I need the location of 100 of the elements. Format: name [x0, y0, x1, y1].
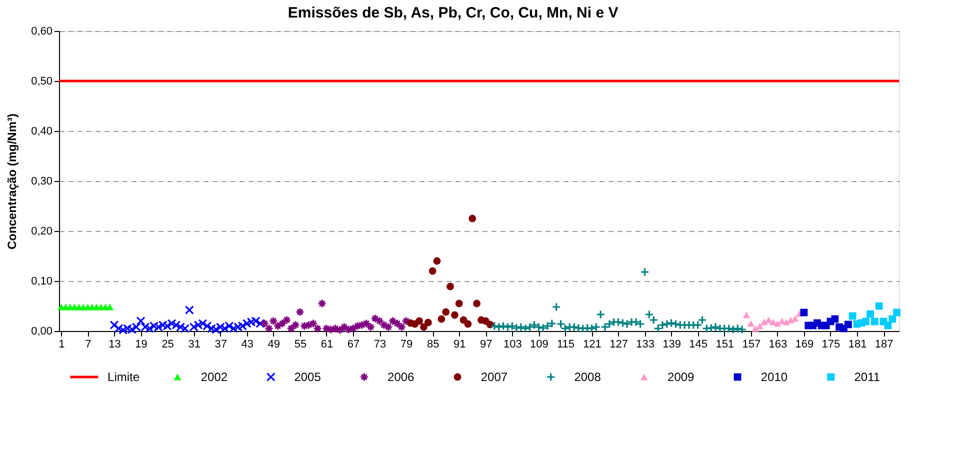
- point: [202, 321, 212, 331]
- point: [433, 257, 441, 265]
- x-tick-label: 163: [768, 338, 788, 350]
- legend-label: 2011: [854, 370, 880, 384]
- point: [278, 318, 287, 328]
- x-tick-label: 169: [795, 338, 814, 350]
- point: [870, 318, 878, 326]
- point: [420, 323, 428, 331]
- point: [888, 315, 896, 323]
- y-tick-label: 0,00: [31, 326, 52, 338]
- point: [220, 324, 230, 334]
- point: [229, 324, 238, 334]
- point: [273, 321, 282, 331]
- point: [592, 322, 601, 332]
- point: [286, 324, 296, 334]
- point: [468, 214, 476, 222]
- point: [884, 322, 892, 330]
- point: [862, 318, 870, 326]
- x-tick-label: 109: [530, 338, 548, 350]
- x-tick-label: 151: [716, 338, 734, 350]
- point: [348, 324, 358, 334]
- point: [194, 320, 203, 330]
- x-tick-label: 97: [480, 338, 492, 350]
- point: [866, 310, 874, 318]
- point: [123, 324, 132, 334]
- x-tick-label: 157: [742, 338, 761, 350]
- x-tick-label: 31: [188, 338, 200, 350]
- point: [450, 311, 458, 319]
- point: [747, 320, 755, 327]
- point: [596, 310, 606, 320]
- point: [322, 324, 331, 334]
- point: [600, 322, 610, 332]
- x-tick-label: 85: [426, 338, 440, 350]
- point: [438, 315, 446, 323]
- x-tick-label: 121: [583, 338, 602, 350]
- point: [260, 318, 270, 328]
- point: [662, 319, 672, 329]
- point: [848, 312, 856, 320]
- point: [416, 317, 424, 325]
- legend-label: 2006: [388, 370, 415, 384]
- point: [145, 324, 154, 334]
- point: [211, 324, 220, 334]
- point: [742, 312, 750, 318]
- point: [570, 322, 579, 332]
- x-tick-label: 145: [689, 338, 708, 350]
- x-tick-label: 91: [453, 338, 466, 350]
- x-tick-label: 127: [610, 338, 628, 350]
- point: [189, 322, 198, 332]
- point: [251, 316, 260, 326]
- x-tick-label: 187: [874, 338, 894, 350]
- point: [516, 322, 526, 332]
- legend-label: 2007: [480, 370, 508, 384]
- point: [118, 325, 128, 335]
- point: [313, 324, 322, 334]
- x-tick-label: 67: [347, 338, 360, 350]
- point: [357, 320, 366, 330]
- point: [774, 320, 782, 327]
- x-tick-label: 133: [636, 338, 654, 350]
- x-tick-label: 19: [135, 338, 148, 350]
- y-tick-label: 0,40: [31, 126, 52, 138]
- y-axis-title: Concentração (mg/Nm³): [5, 113, 20, 250]
- point: [424, 318, 432, 326]
- legend-label: 2005: [294, 370, 322, 384]
- x-tick-label: 37: [214, 338, 227, 350]
- point: [242, 318, 252, 328]
- point: [154, 322, 163, 332]
- point: [525, 322, 534, 332]
- x-tick-label: 181: [848, 338, 867, 350]
- point: [184, 305, 194, 315]
- point: [106, 304, 114, 310]
- point: [308, 318, 318, 328]
- point: [158, 320, 168, 330]
- point: [114, 324, 124, 334]
- point: [282, 315, 292, 325]
- point: [428, 267, 436, 275]
- point: [246, 317, 256, 327]
- x-tick-label: 115: [556, 338, 574, 350]
- point: [176, 322, 186, 332]
- legend-label: 2008: [574, 370, 602, 384]
- point: [256, 318, 265, 328]
- x-tick-label: 13: [108, 338, 121, 350]
- point: [875, 302, 883, 310]
- point: [234, 322, 243, 332]
- point: [893, 308, 900, 316]
- x-tick-label: 139: [662, 338, 681, 350]
- point: [238, 321, 247, 331]
- legend-label: 2010: [760, 370, 788, 384]
- point: [640, 267, 650, 277]
- x-tick-label: 103: [503, 338, 522, 350]
- point: [167, 318, 176, 328]
- legend-label: 2002: [200, 370, 228, 384]
- point: [552, 302, 561, 312]
- y-tick-label: 0,50: [31, 76, 52, 88]
- point: [136, 316, 146, 326]
- point: [520, 324, 530, 334]
- point: [698, 315, 707, 325]
- point: [224, 321, 234, 331]
- point: [455, 300, 463, 308]
- point: [216, 322, 225, 332]
- point: [831, 315, 839, 323]
